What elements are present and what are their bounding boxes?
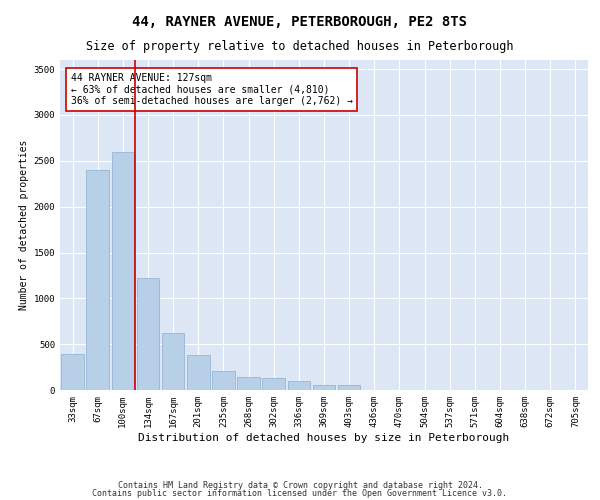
Bar — [112, 152, 134, 390]
Bar — [262, 378, 285, 390]
Text: 44 RAYNER AVENUE: 127sqm
← 63% of detached houses are smaller (4,810)
36% of sem: 44 RAYNER AVENUE: 127sqm ← 63% of detach… — [71, 73, 353, 106]
Bar — [287, 381, 310, 390]
Bar — [212, 371, 235, 390]
Text: Contains public sector information licensed under the Open Government Licence v3: Contains public sector information licen… — [92, 489, 508, 498]
Bar — [187, 355, 209, 390]
X-axis label: Distribution of detached houses by size in Peterborough: Distribution of detached houses by size … — [139, 432, 509, 442]
Bar — [237, 377, 260, 390]
Bar — [86, 170, 109, 390]
Bar — [338, 386, 361, 390]
Bar — [162, 333, 184, 390]
Text: 44, RAYNER AVENUE, PETERBOROUGH, PE2 8TS: 44, RAYNER AVENUE, PETERBOROUGH, PE2 8TS — [133, 15, 467, 29]
Bar — [137, 278, 160, 390]
Text: Contains HM Land Registry data © Crown copyright and database right 2024.: Contains HM Land Registry data © Crown c… — [118, 480, 482, 490]
Y-axis label: Number of detached properties: Number of detached properties — [19, 140, 29, 310]
Bar — [313, 384, 335, 390]
Bar — [61, 354, 84, 390]
Text: Size of property relative to detached houses in Peterborough: Size of property relative to detached ho… — [86, 40, 514, 53]
